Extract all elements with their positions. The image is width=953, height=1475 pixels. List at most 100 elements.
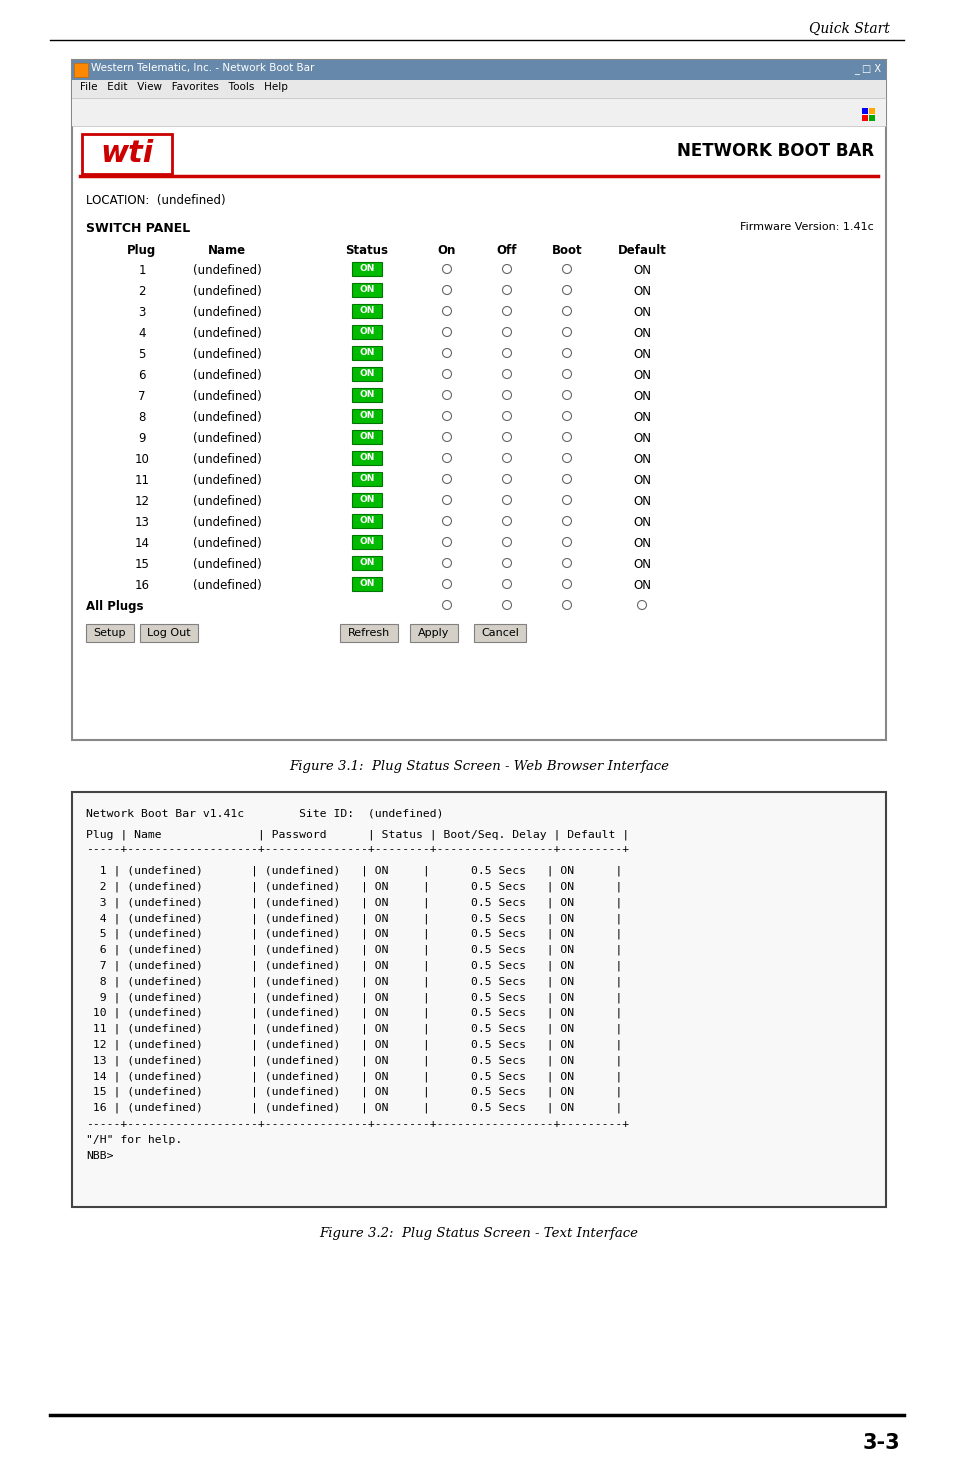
Text: 12 | (undefined)       | (undefined)   | ON     |      0.5 Secs   | ON      |: 12 | (undefined) | (undefined) | ON | 0.… [86,1040,621,1050]
Text: 6: 6 [138,369,146,382]
Text: 7 | (undefined)       | (undefined)   | ON     |      0.5 Secs   | ON      |: 7 | (undefined) | (undefined) | ON | 0.5… [86,960,621,971]
Text: ON: ON [359,264,375,273]
Bar [352,324,381,339]
Text: 5: 5 [138,348,146,361]
Text: ON: ON [359,389,375,400]
Text: SWITCH PANEL: SWITCH PANEL [86,223,190,235]
Text: -----+-------------------+---------------+--------+-----------------+---------+: -----+-------------------+--------------… [86,844,628,854]
Text: ON: ON [633,496,650,507]
Text: File   Edit   View   Favorites   Tools   Help: File Edit View Favorites Tools Help [80,83,288,91]
Text: ON: ON [359,496,375,504]
Text: (undefined): (undefined) [193,264,261,277]
Text: ON: ON [359,558,375,566]
Text: _ □ X: _ □ X [853,63,880,74]
Text: ON: ON [359,412,375,420]
Bar [352,304,381,319]
Text: 4 | (undefined)       | (undefined)   | ON     |      0.5 Secs   | ON      |: 4 | (undefined) | (undefined) | ON | 0.5… [86,913,621,923]
Text: On: On [437,243,456,257]
Text: ON: ON [633,537,650,550]
Text: ON: ON [633,412,650,423]
Text: ON: ON [633,348,650,361]
Text: 16 | (undefined)       | (undefined)   | ON     |      0.5 Secs   | ON      |: 16 | (undefined) | (undefined) | ON | 0.… [86,1103,621,1114]
Text: (undefined): (undefined) [193,369,261,382]
Bar [352,513,381,528]
Bar [352,577,381,591]
Text: ON: ON [633,580,650,591]
Bar [862,115,867,121]
Bar [352,472,381,485]
Bar [71,60,885,740]
Text: ON: ON [359,327,375,336]
Text: 10 | (undefined)       | (undefined)   | ON     |      0.5 Secs   | ON      |: 10 | (undefined) | (undefined) | ON | 0.… [86,1007,621,1019]
Bar [352,451,381,465]
Bar [352,431,381,444]
Bar [352,283,381,296]
Text: ON: ON [359,348,375,357]
Text: (undefined): (undefined) [193,496,261,507]
Bar [352,263,381,276]
Text: 7: 7 [138,389,146,403]
Text: Name: Name [208,243,246,257]
Text: ON: ON [633,305,650,319]
Text: Boot: Boot [551,243,581,257]
Bar [410,624,457,642]
Text: 3 | (undefined)       | (undefined)   | ON     |      0.5 Secs   | ON      |: 3 | (undefined) | (undefined) | ON | 0.5… [86,897,621,909]
Text: Setup: Setup [93,628,126,639]
Text: (undefined): (undefined) [193,453,261,466]
Text: 16: 16 [134,580,150,591]
Bar [352,347,381,360]
Bar [352,367,381,381]
Text: ON: ON [633,516,650,530]
Text: 2: 2 [138,285,146,298]
Text: (undefined): (undefined) [193,432,261,445]
Text: Plug: Plug [128,243,156,257]
Text: All Plugs: All Plugs [86,600,143,614]
Text: 14 | (undefined)       | (undefined)   | ON     |      0.5 Secs   | ON      |: 14 | (undefined) | (undefined) | ON | 0.… [86,1071,621,1081]
Text: Plug | Name              | Password      | Status | Boot/Seq. Delay | Default |: Plug | Name | Password | Status | Boot/S… [86,830,628,841]
Text: wti: wti [100,139,153,168]
Text: ON: ON [359,369,375,378]
Text: Figure 3.1:  Plug Status Screen - Web Browser Interface: Figure 3.1: Plug Status Screen - Web Bro… [289,760,668,773]
Text: 15: 15 [134,558,150,571]
Text: Figure 3.2:  Plug Status Screen - Text Interface: Figure 3.2: Plug Status Screen - Text In… [319,1227,638,1240]
Text: Western Telematic, Inc. - Network Boot Bar: Western Telematic, Inc. - Network Boot B… [91,63,314,72]
Text: ON: ON [359,580,375,589]
Bar [352,493,381,507]
Text: (undefined): (undefined) [193,558,261,571]
Bar [862,108,867,114]
Text: 3: 3 [138,305,146,319]
Bar [71,97,885,125]
Bar [339,624,397,642]
Text: NBB>: NBB> [86,1150,113,1161]
Text: 1: 1 [138,264,146,277]
Text: ON: ON [633,473,650,487]
Bar [352,409,381,423]
Bar [868,115,874,121]
Text: 12: 12 [134,496,150,507]
Text: 4: 4 [138,327,146,341]
Text: -----+-------------------+---------------+--------+-----------------+---------+: -----+-------------------+--------------… [86,1118,628,1128]
Bar [74,63,88,77]
Text: Cancel: Cancel [480,628,518,639]
Bar [140,624,198,642]
Text: 9 | (undefined)       | (undefined)   | ON     |      0.5 Secs   | ON      |: 9 | (undefined) | (undefined) | ON | 0.5… [86,993,621,1003]
Text: ON: ON [633,389,650,403]
Text: ON: ON [359,453,375,462]
Text: 11: 11 [134,473,150,487]
Text: 15 | (undefined)       | (undefined)   | ON     |      0.5 Secs   | ON      |: 15 | (undefined) | (undefined) | ON | 0.… [86,1087,621,1097]
Text: (undefined): (undefined) [193,348,261,361]
Text: ON: ON [359,516,375,525]
Text: 13 | (undefined)       | (undefined)   | ON     |      0.5 Secs   | ON      |: 13 | (undefined) | (undefined) | ON | 0.… [86,1056,621,1066]
Text: ON: ON [359,432,375,441]
Text: 1 | (undefined)       | (undefined)   | ON     |      0.5 Secs   | ON      |: 1 | (undefined) | (undefined) | ON | 0.5… [86,866,621,876]
Text: 8: 8 [138,412,146,423]
Text: 10: 10 [134,453,150,466]
Text: NETWORK BOOT BAR: NETWORK BOOT BAR [677,142,873,159]
Text: "/H" for help.: "/H" for help. [86,1134,182,1145]
Text: ON: ON [359,305,375,316]
Text: 14: 14 [134,537,150,550]
Text: Firmware Version: 1.41c: Firmware Version: 1.41c [740,223,873,232]
Bar [868,108,874,114]
Text: 6 | (undefined)       | (undefined)   | ON     |      0.5 Secs   | ON      |: 6 | (undefined) | (undefined) | ON | 0.5… [86,945,621,956]
Text: 13: 13 [134,516,150,530]
